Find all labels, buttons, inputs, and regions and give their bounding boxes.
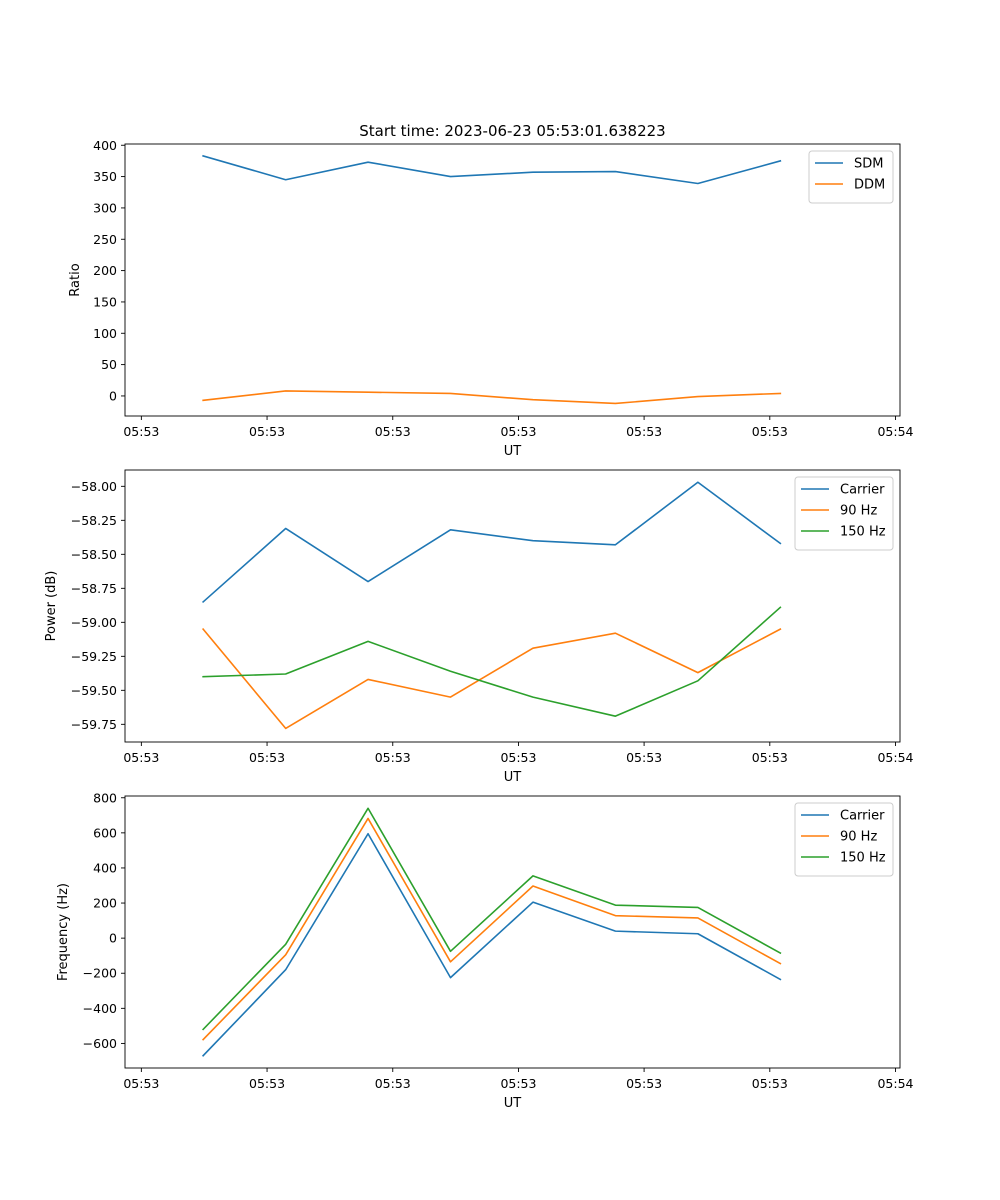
y-tick-label: −58.50 [71,547,117,562]
chart-panel-3: 05:53 05:53 05:53 05:53 05:53 05:53 05:54 −600 −… [56,790,914,1111]
legend-label: 90 Hz [840,830,877,845]
y-tick-label: −600 [83,1036,117,1051]
x-tick-label: 05:53 [500,424,536,439]
x-tick-label: 05:53 [123,424,159,439]
y-tick-label: −59.75 [71,717,117,732]
legend-label: SDM [854,157,883,172]
series-line-90-hz [201,817,782,1041]
y-tick-label: 350 [93,169,117,184]
series-line-sdm [202,154,782,185]
x-tick-label: 05:53 [249,750,285,765]
y-tick-label: 400 [93,138,117,153]
series-line-carrier [201,832,782,1057]
legend-label: 150 Hz [840,525,886,540]
legend-label: Carrier [840,483,885,498]
x-axis-label: UT [504,444,522,459]
x-tick-label: 05:54 [877,1076,913,1091]
legend-label: 150 Hz [840,851,886,866]
x-tick-label: 05:53 [375,750,411,765]
legend-label: DDM [854,178,885,193]
axes-frame [124,469,901,743]
y-tick-label: −59.50 [71,683,117,698]
y-tick-label: −59.25 [71,649,117,664]
series-line-90-hz [201,627,782,730]
y-tick-label: −400 [83,1001,117,1016]
x-tick-label: 05:53 [626,1076,662,1091]
y-tick-label: −58.00 [71,479,117,494]
x-tick-label: 05:53 [752,1076,788,1091]
x-tick-label: 05:53 [249,1076,285,1091]
y-tick-label: 300 [93,200,117,215]
x-tick-label: 05:53 [626,424,662,439]
chart-panel-1: 05:53 05:53 05:53 05:53 05:53 05:53 05:54 0 50 10… [68,138,914,459]
series-line-carrier [201,481,782,604]
x-tick-label: 05:53 [249,424,285,439]
y-tick-label: 150 [93,294,117,309]
x-tick-label: 05:54 [877,750,913,765]
y-tick-label: −58.75 [71,581,117,596]
x-tick-label: 05:53 [752,424,788,439]
x-tick-label: 05:53 [375,424,411,439]
y-tick-label: 0 [109,931,117,946]
y-axis-label: Frequency (Hz) [56,883,71,981]
y-tick-label: 200 [93,896,117,911]
x-axis-label: UT [504,770,522,785]
x-tick-label: 05:53 [500,750,536,765]
chart-panel-2: 05:53 05:53 05:53 05:53 05:53 05:53 05:54 −59.7… [44,469,914,785]
y-tick-label: −59.00 [71,615,117,630]
x-tick-label: 05:53 [123,750,159,765]
y-tick-label: −200 [83,966,117,981]
y-tick-label: −58.25 [71,513,117,528]
x-tick-label: 05:53 [626,750,662,765]
y-tick-label: 250 [93,232,117,247]
legend-box [808,150,894,204]
x-tick-label: 05:53 [123,1076,159,1091]
axes-frame [124,143,901,417]
y-tick-label: 50 [101,357,117,372]
x-axis-label: UT [504,1096,522,1111]
figure-title: Start time: 2023-06-23 05:53:01.638223 [359,122,665,140]
y-tick-label: 0 [109,388,117,403]
x-tick-label: 05:53 [752,750,788,765]
series-line-150-hz [201,807,782,1031]
y-axis-label: Power (dB) [44,571,59,642]
y-tick-label: 600 [93,825,117,840]
series-line-ddm [202,390,782,405]
legend-label: 90 Hz [840,504,877,519]
y-tick-label: 400 [93,860,117,875]
legend-label: Carrier [840,809,885,824]
axes-frame [124,795,901,1069]
y-tick-label: 100 [93,326,117,341]
y-axis-label: Ratio [68,263,83,296]
x-tick-label: 05:53 [500,1076,536,1091]
y-tick-label: 800 [93,790,117,805]
x-tick-label: 05:54 [877,424,913,439]
x-tick-label: 05:53 [375,1076,411,1091]
series-line-150-hz [202,606,782,717]
y-tick-label: 200 [93,263,117,278]
